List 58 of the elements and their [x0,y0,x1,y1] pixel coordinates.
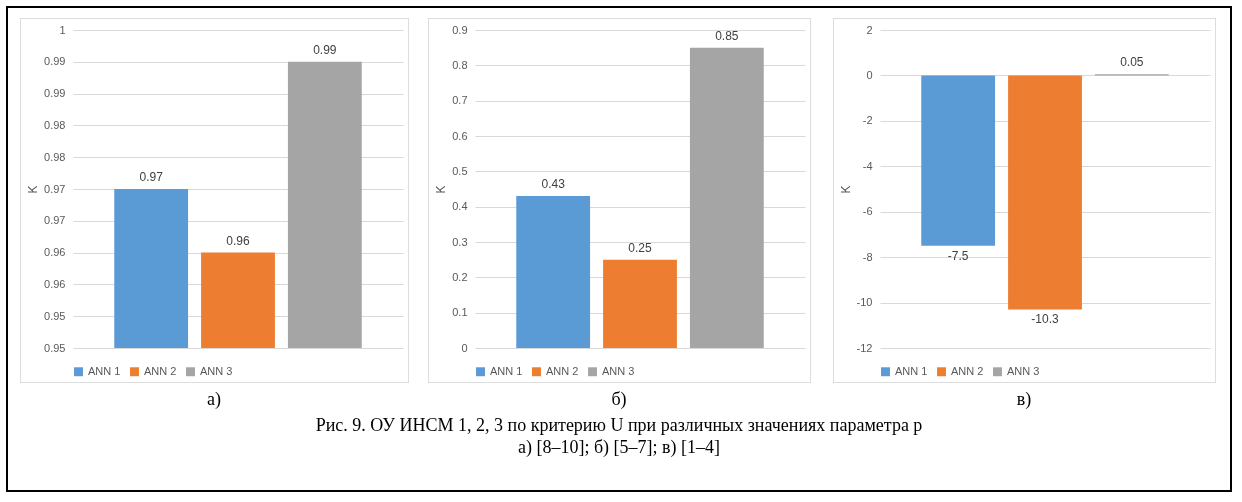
y-tick-label: 0.6 [451,129,467,142]
y-tick-label: 0.8 [451,58,467,71]
y-axis-title: K [838,185,853,194]
y-tick-label: 0.7 [451,94,467,107]
y-tick-label: 0.98 [43,150,65,163]
y-axis-title: K [433,185,448,194]
legend-label: ANN 3 [601,364,634,377]
y-tick-label: 0.2 [451,270,467,283]
y-tick-label: 0.99 [43,87,65,100]
text: б) [611,389,627,410]
y-tick-label: -12 [856,341,872,354]
y-tick-label: 0.95 [43,341,65,354]
y-tick-label: 0.97 [43,182,65,195]
legend-label: ANN 3 [1006,364,1039,377]
data-label: 0.96 [225,233,250,248]
text: а) [207,389,221,410]
y-tick-label: 0.97 [43,214,65,227]
bar [689,47,764,348]
data-label: 0.99 [312,42,337,57]
data-label: 0.97 [138,170,163,184]
y-tick-label: 0.99 [43,55,65,68]
data-label: 0.25 [627,240,652,255]
y-tick-label: 0.3 [451,235,467,248]
bar [515,196,590,348]
y-tick-label: -10 [856,296,872,309]
y-tick-label: 0.96 [43,246,65,259]
legend-label: ANN 1 [489,364,522,377]
legend-label: ANN 2 [143,364,176,377]
y-tick-label: 0.96 [43,277,65,290]
y-tick-label: 1 [58,23,65,36]
data-label: -10.3 [1030,312,1059,327]
bar [602,259,677,348]
legend-label: ANN 1 [87,364,120,377]
y-tick-label: 0 [865,68,872,81]
y-tick-label: 0.95 [43,309,65,322]
legend-label: ANN 2 [545,364,578,377]
y-tick-label: 0 [460,341,467,354]
y-tick-label: 0.5 [451,164,467,177]
text: а) [8–10]; б) [5–7]; в) [1–4] [516,436,722,458]
legend-label: ANN 3 [199,364,232,377]
data-label: -7.5 [947,248,969,263]
data-label: 0.85 [714,28,739,43]
legend-label: ANN 1 [894,364,927,377]
y-tick-label: -8 [862,250,872,263]
text: Рис. 9. ОУ ИНСМ 1, 2, 3 по критерию U при различных значениях параметра p [314,414,924,436]
y-tick-label: -6 [862,205,872,218]
y-axis-title: K [25,185,40,194]
data-label: 0.43 [540,177,565,192]
y-tick-label: -4 [862,159,872,172]
legend-label: ANN 2 [950,364,983,377]
y-tick-label: 0.4 [451,200,467,213]
data-label: 0.05 [1119,55,1144,70]
y-tick-label: 0.9 [451,23,467,36]
y-tick-label: 0.1 [451,306,467,319]
text: в) [1016,389,1032,410]
y-tick-label: 2 [865,23,872,36]
y-tick-label: 0.98 [43,118,65,131]
y-tick-label: -2 [862,114,872,127]
